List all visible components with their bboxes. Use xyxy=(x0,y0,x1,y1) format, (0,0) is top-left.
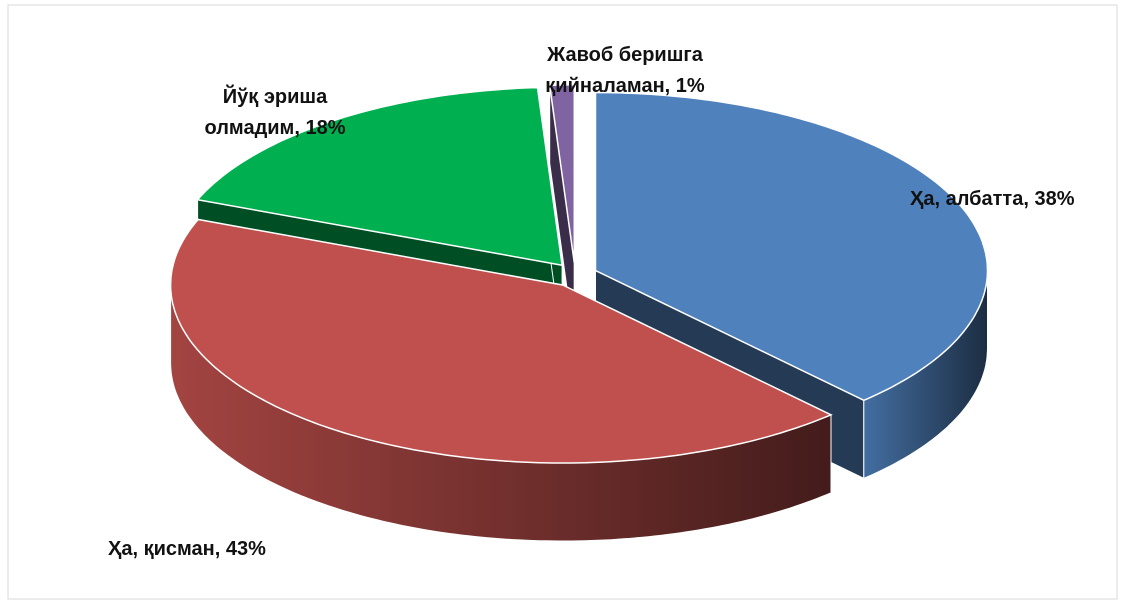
slice xyxy=(548,84,576,264)
slice xyxy=(594,91,989,402)
slice-label: Жавоб беришга қийналаман, 1% xyxy=(545,44,705,97)
slice-label: Ҳа, албатта, 38% xyxy=(910,188,1075,210)
slice-label: Ҳа, қисман, 43% xyxy=(108,538,266,560)
slice xyxy=(196,86,563,267)
slice-label: Йўқ эриша олмадим, 18% xyxy=(204,86,346,139)
slice xyxy=(169,218,833,464)
